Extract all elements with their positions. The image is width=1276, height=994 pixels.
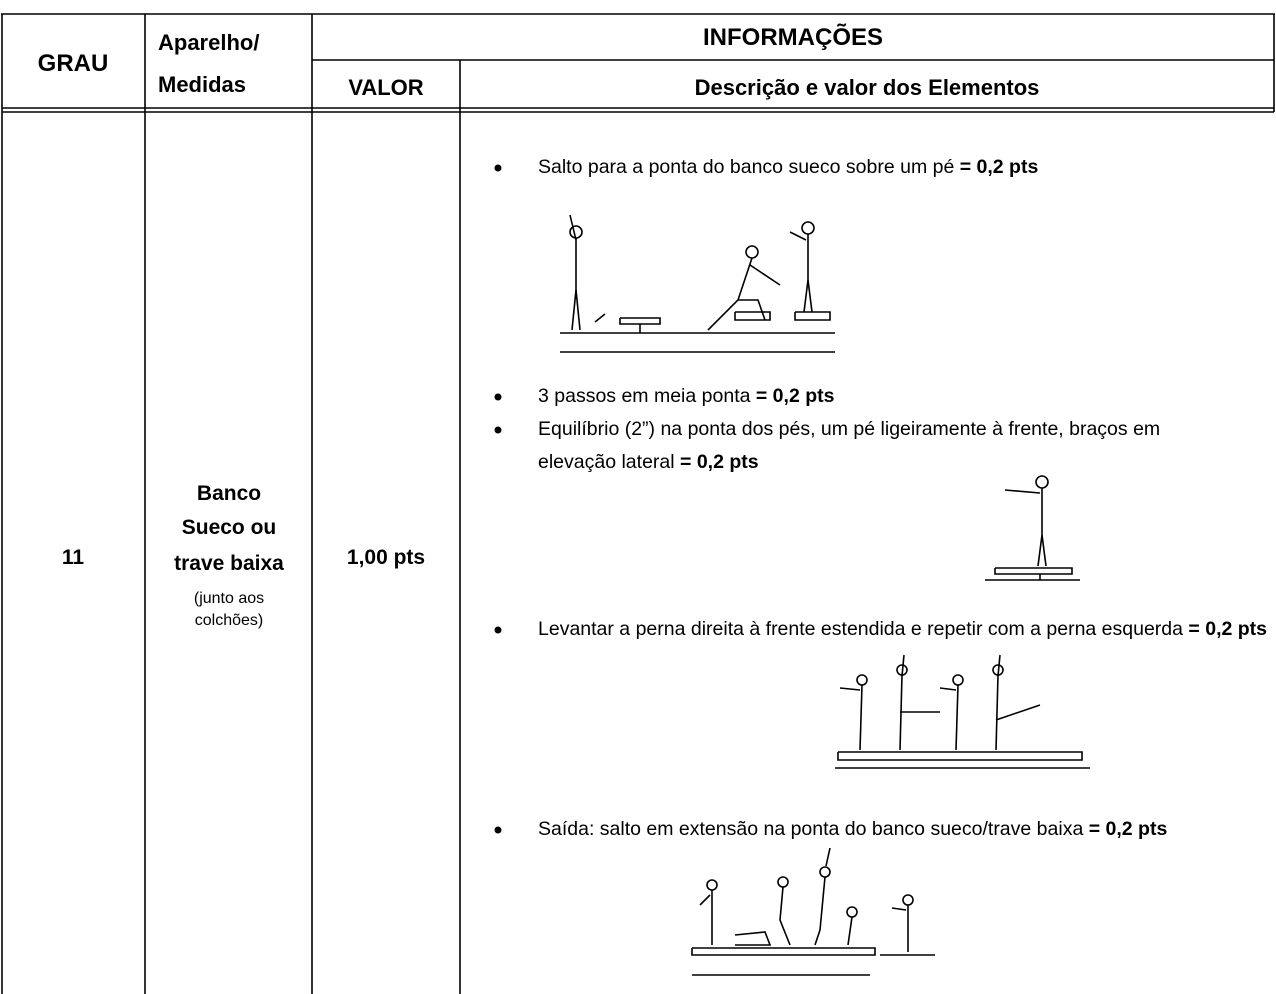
aparelho-line: Banco (196, 482, 262, 505)
header-valor: VALOR (348, 75, 424, 100)
aparelho-line: Sueco ou (181, 516, 277, 539)
item: Levantar a perna direita à frente estend… (538, 613, 1272, 646)
illustration-4 (691, 847, 935, 976)
aparelho-note: colchões) (194, 612, 264, 629)
header-grau: GRAU (37, 50, 109, 77)
header-medidas: Medidas (158, 72, 247, 97)
header-informacoes: INFORMAÇÕES (703, 24, 883, 51)
item-points: = 0,2 pts (755, 385, 835, 407)
bullets (494, 164, 502, 834)
aparelho-note: (junto aos (193, 590, 265, 607)
item-text: Equilíbrio (2”) na ponta dos pés, um pé … (538, 418, 1161, 473)
item-points: = 0,2 pts (680, 451, 759, 473)
item-points: = 0,2 pts (1088, 818, 1168, 840)
item-points: = 0,2 pts (1188, 618, 1268, 640)
valor-value: 1,00 pts (346, 546, 426, 569)
item-text: Levantar a perna direita à frente estend… (538, 618, 1183, 640)
item-text: 3 passos em meia ponta (538, 385, 751, 407)
item-text: Saída: salto em extensão na ponta do ban… (538, 818, 1084, 840)
item: Saída: salto em extensão na ponta do ban… (538, 813, 1272, 846)
illustration-1 (560, 214, 835, 353)
item: Salto para a ponta do banco sueco sobre … (538, 151, 1272, 184)
illustration-3 (835, 654, 1090, 769)
header-aparelho: Aparelho/ (158, 30, 260, 55)
item: 3 passos em meia ponta = 0,2 pts (538, 380, 1272, 413)
item-points: = 0,2 pts (959, 156, 1039, 178)
header-descricao: Descrição e valor dos Elementos (694, 75, 1040, 100)
grau-value: 11 (61, 546, 85, 569)
illustration-2 (985, 475, 1080, 581)
item: Equilíbrio (2”) na ponta dos pés, um pé … (538, 413, 1238, 479)
aparelho-line: trave baixa (174, 552, 284, 575)
item-text: Salto para a ponta do banco sueco sobre … (538, 156, 955, 178)
